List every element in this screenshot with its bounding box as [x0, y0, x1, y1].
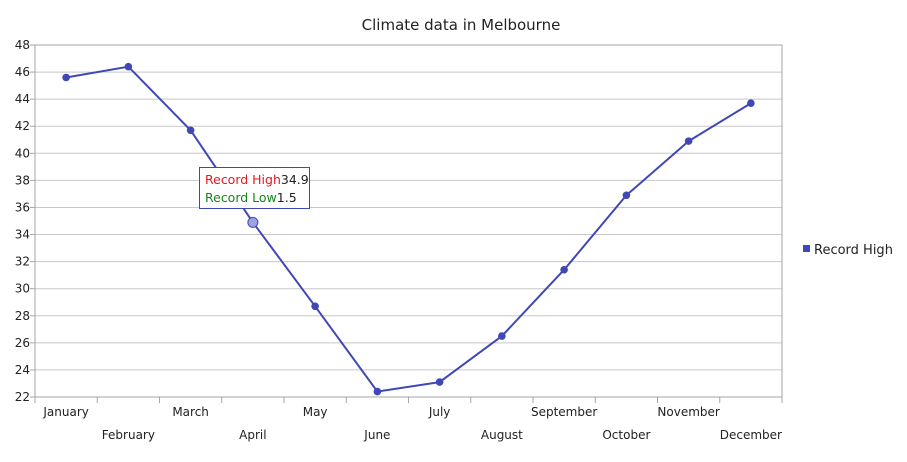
data-point[interactable] [124, 62, 133, 71]
y-tick-label: 44 [15, 92, 30, 106]
x-tick-label: May [303, 405, 328, 419]
data-point[interactable] [498, 332, 506, 340]
tooltip-low-value: 1.5 [276, 190, 297, 205]
y-tick-label: 30 [15, 282, 30, 296]
data-point[interactable] [62, 73, 70, 82]
legend-label-record-high: Record High [814, 243, 893, 258]
series-line [65, 65, 752, 393]
y-tick-label: 36 [15, 200, 30, 214]
data-point[interactable] [560, 265, 568, 274]
y-tick-label: 22 [15, 390, 30, 404]
x-tick-label: April [239, 428, 266, 442]
tooltip-row-high: Record High34.9 [205, 171, 309, 189]
plot-area-border [34, 44, 783, 398]
y-tick-label: 32 [15, 255, 30, 269]
data-point[interactable] [684, 137, 693, 145]
data-point[interactable] [435, 378, 444, 386]
y-axis: 22 24 26 28 30 32 34 36 38 40 42 44 46 48 [15, 38, 35, 404]
x-tick-label: June [363, 428, 390, 442]
x-tick-label: October [602, 428, 650, 442]
series-record-high [62, 62, 755, 396]
x-tick-label: February [102, 428, 155, 442]
legend-marker-record-high [803, 245, 810, 252]
y-tick-label: 34 [15, 228, 30, 242]
chart-title: Climate data in Melbourne [362, 16, 561, 34]
y-tick-label: 38 [15, 173, 30, 187]
y-tick-label: 24 [15, 363, 30, 377]
y-tick-label: 40 [15, 146, 30, 160]
x-axis: January February March April May June July Augu… [34, 397, 783, 442]
x-tick-label: September [531, 405, 597, 419]
y-tick-label: 26 [15, 336, 30, 350]
x-tick-label: August [481, 428, 523, 442]
tooltip: Record High34.9 Record Low1.5 [199, 167, 310, 209]
y-tick-label: 48 [15, 38, 30, 52]
data-point[interactable] [747, 99, 755, 108]
tooltip-high-value: 34.9 [280, 172, 309, 187]
legend[interactable]: Record High [803, 243, 893, 258]
y-tick-label: 42 [15, 119, 30, 133]
x-tick-label: July [428, 405, 451, 419]
y-tick-label: 28 [15, 309, 30, 323]
tooltip-row-low: Record Low1.5 [205, 189, 309, 207]
x-tick-label: January [42, 405, 89, 419]
y-tick-label: 46 [15, 65, 30, 79]
tooltip-high-label: Record High [205, 172, 281, 187]
data-point[interactable] [622, 191, 631, 200]
data-point-highlighted[interactable] [247, 216, 259, 228]
gridlines [35, 71, 782, 371]
data-point[interactable] [186, 126, 195, 135]
data-point[interactable] [373, 387, 382, 396]
x-tick-label: March [172, 405, 209, 419]
tooltip-low-label: Record Low [205, 190, 277, 205]
x-tick-label: November [657, 405, 719, 419]
data-point[interactable] [311, 302, 319, 311]
x-tick-label: December [720, 428, 782, 442]
